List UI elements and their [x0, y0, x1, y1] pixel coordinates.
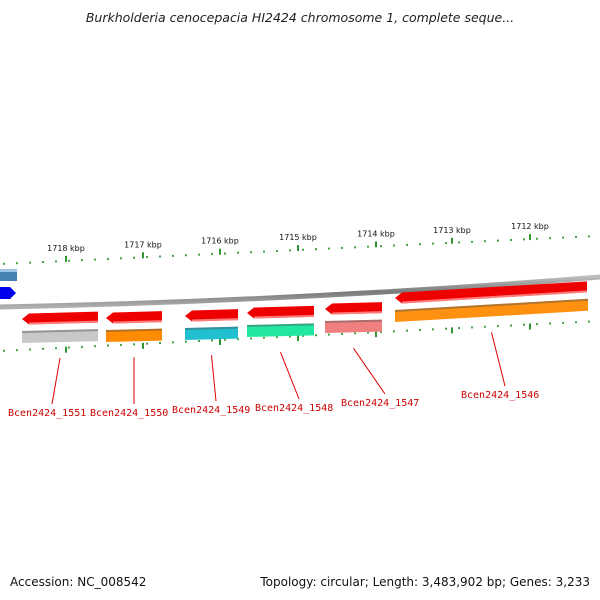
map-title: Burkholderia cenocepacia HI2424 chromoso… [85, 10, 515, 25]
ruler-label: 1713 kbp [433, 226, 471, 235]
ruler-label: 1718 kbp [47, 244, 85, 253]
label-leader-line [51, 357, 61, 405]
ruler-label: 1712 kbp [511, 222, 549, 231]
gene-bar-top-edge [106, 328, 162, 332]
gene-track [22, 298, 588, 343]
gene-bar [325, 319, 382, 333]
cds-arrow-highlight [254, 314, 314, 319]
gene-label: Bcen2424_1546 [461, 390, 539, 401]
partial-feature-2 [0, 287, 16, 299]
gene-label: Bcen2424_1548 [255, 403, 333, 414]
cds-arrow-highlight [192, 318, 238, 322]
ruler-label: 1714 kbp [357, 229, 395, 238]
label-leader-line [211, 355, 217, 402]
partial-feature-1-highlight [0, 269, 17, 272]
ruler-labels: 1718 kbp 1717 kbp 1716 kbp 1715 kbp 1714 kbp… [47, 222, 549, 253]
genome-summary-text: Topology: circular; Length: 3,483,902 bp… [260, 575, 590, 589]
cds-arrow [395, 281, 587, 304]
cds-track [22, 281, 587, 325]
gene-bar-top-edge [247, 323, 314, 327]
gene-bar [22, 329, 98, 343]
gene-bar [247, 323, 314, 337]
gene-labels: Bcen2424_1551 Bcen2424_1550 Bcen2424_1549 B… [8, 332, 539, 419]
chromosome-backbone [0, 274, 600, 310]
ruler-label: 1716 kbp [201, 237, 239, 246]
gene-bar [106, 328, 162, 342]
gene-bar-top-edge [22, 329, 98, 333]
gene-bar-top-edge [395, 298, 588, 312]
ruler-label: 1715 kbp [279, 233, 317, 242]
cds-arrow-highlight [113, 320, 162, 324]
gene-bar [395, 298, 588, 322]
cds-arrow-highlight [332, 311, 382, 315]
ruler-label: 1717 kbp [124, 240, 162, 249]
label-leader-line [280, 351, 300, 400]
gene-label: Bcen2424_1549 [172, 405, 250, 416]
cds-arrow-highlight [402, 290, 587, 304]
cds-arrow-highlight [29, 320, 98, 325]
gene-bar-top-edge [325, 319, 382, 323]
gene-label: Bcen2424_1551 [8, 408, 86, 419]
left-partial-features [0, 269, 17, 299]
label-leader-line [491, 332, 506, 387]
gene-label: Bcen2424_1547 [341, 398, 419, 409]
cds-arrow [185, 309, 238, 322]
gene-label: Bcen2424_1550 [90, 408, 168, 419]
accession-text: Accession: NC_008542 [10, 575, 147, 589]
cds-arrow [106, 311, 162, 324]
cds-arrow [325, 302, 382, 315]
ruler-bottom [3, 320, 590, 353]
gene-bar [185, 326, 238, 340]
label-leader-line [353, 348, 386, 395]
gene-bar-top-edge [185, 326, 238, 330]
ruler-top [3, 234, 590, 265]
